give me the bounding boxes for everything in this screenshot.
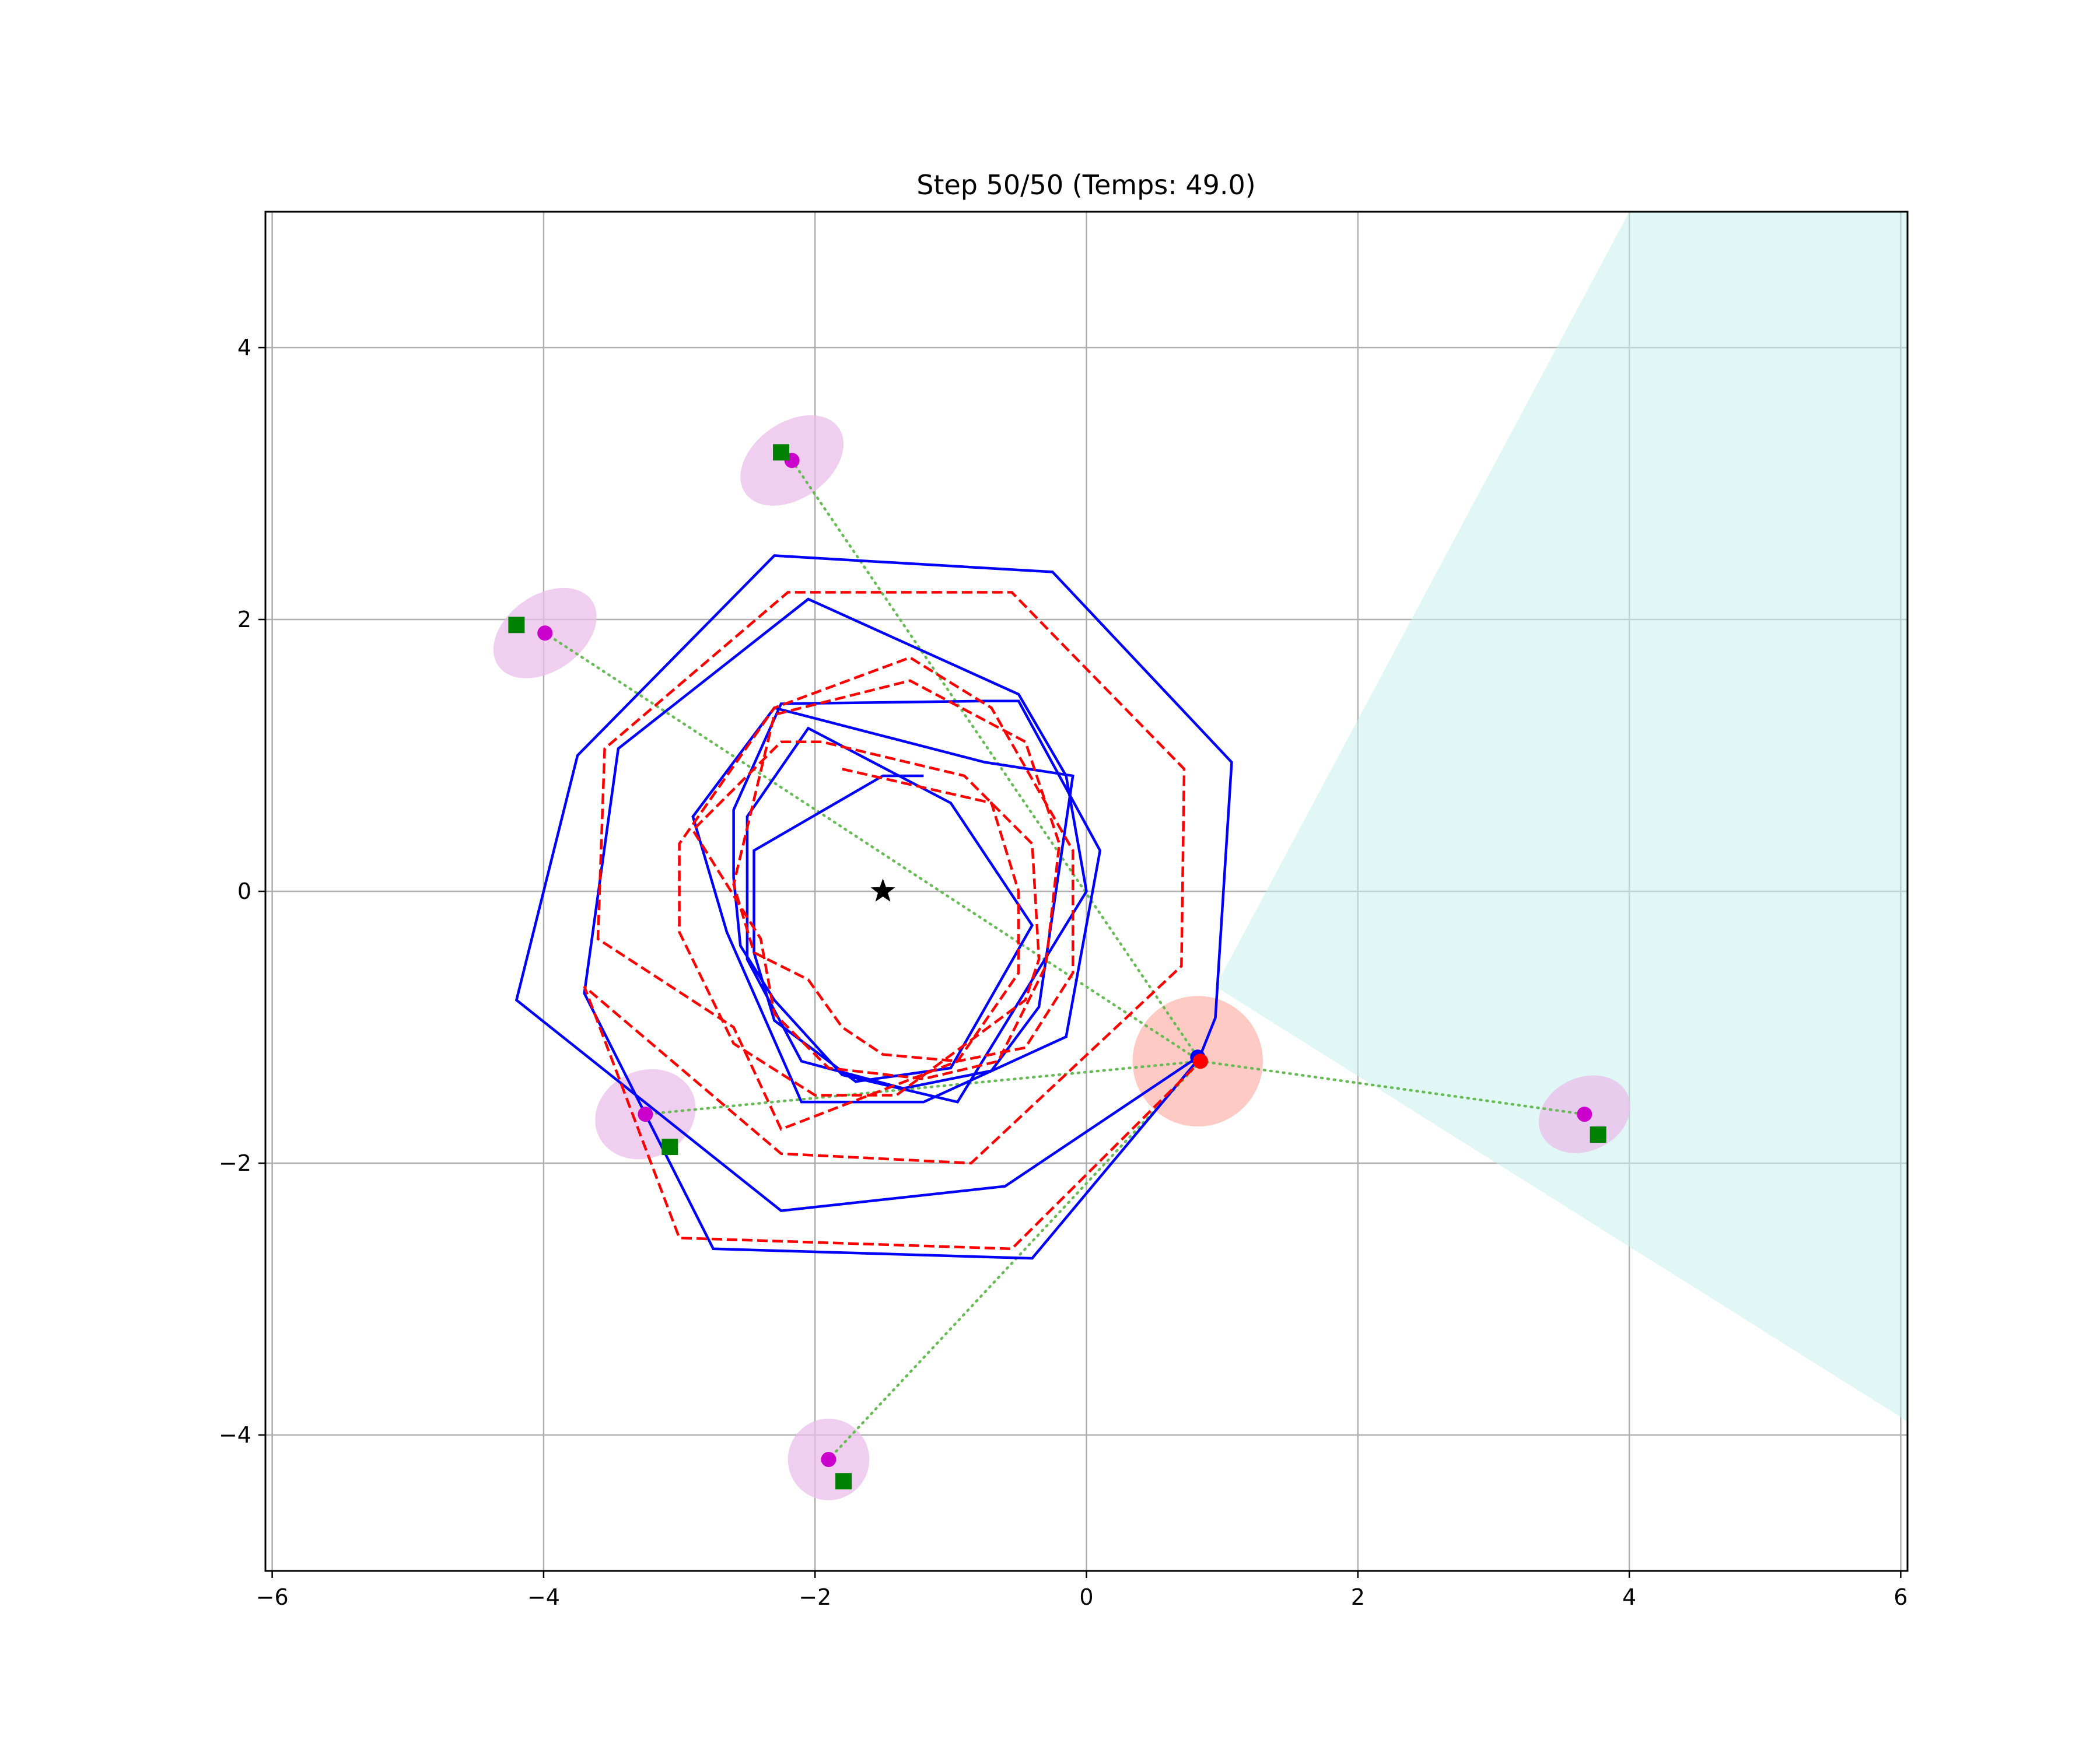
- landmark-true-point: [773, 444, 790, 461]
- landmark-estimate-point: [821, 1451, 836, 1467]
- observation-line: [543, 632, 1202, 1063]
- x-tick-label: 6: [1894, 1584, 1908, 1610]
- observation-line: [827, 1060, 1202, 1461]
- x-tick-label: 4: [1622, 1584, 1636, 1610]
- landmark-estimate-point: [638, 1107, 653, 1122]
- landmark-estimate-point: [1577, 1107, 1592, 1122]
- landmark-true-point: [662, 1139, 678, 1156]
- robot-estimated-position: [1192, 1054, 1208, 1069]
- axis-ticks: −6 −4 −2 0 2 4 6 −4 −2 0 2 4: [219, 335, 1908, 1610]
- x-tick-label: −2: [799, 1584, 831, 1610]
- field-of-view-area: [1215, 212, 1908, 1422]
- y-tick-label: 0: [237, 878, 251, 904]
- observation-line: [1199, 1060, 1586, 1116]
- y-tick-label: −2: [219, 1150, 251, 1176]
- landmark-true-point: [835, 1473, 852, 1490]
- plot-area: [493, 212, 1908, 1500]
- landmark-true-point: [1590, 1126, 1606, 1143]
- x-tick-label: −4: [527, 1584, 560, 1610]
- x-tick-label: 2: [1351, 1584, 1365, 1610]
- chart-title: Step 50/50 (Temps: 49.0): [916, 169, 1256, 201]
- y-tick-label: −4: [219, 1422, 251, 1448]
- x-tick-label: −6: [256, 1584, 289, 1610]
- x-tick-label: 0: [1079, 1584, 1093, 1610]
- landmark-estimate-point: [537, 625, 553, 641]
- true-trajectory-line: [514, 554, 1233, 1260]
- landmark-true-point: [508, 617, 525, 634]
- y-tick-label: 4: [237, 335, 251, 360]
- y-tick-label: 2: [237, 607, 251, 632]
- estimated-trajectory-line: [583, 591, 1202, 1251]
- target-star-icon: [870, 878, 895, 902]
